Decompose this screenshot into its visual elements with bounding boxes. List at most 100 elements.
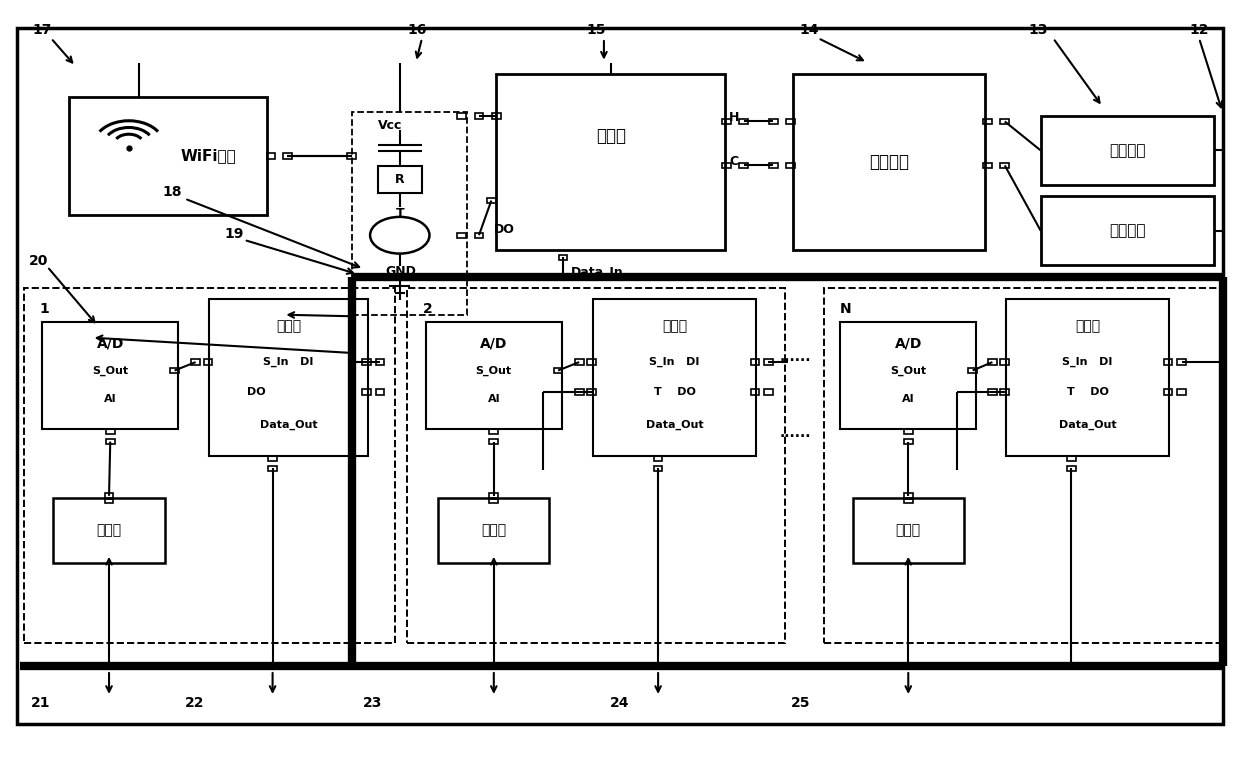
Text: 单片机: 单片机 [275, 319, 301, 333]
Bar [362, 389, 371, 394]
Text: 19: 19 [224, 228, 243, 242]
Bar [458, 114, 466, 119]
Bar [283, 153, 291, 159]
Bar [559, 274, 568, 279]
Bar [105, 439, 114, 444]
Text: S_Out: S_Out [476, 365, 512, 376]
Bar [376, 360, 384, 365]
Bar [1164, 389, 1172, 394]
Bar [492, 114, 501, 119]
Text: ......: ...... [780, 660, 811, 673]
Bar [407, 288, 785, 644]
Bar [1164, 360, 1172, 365]
Bar [750, 360, 759, 365]
Bar [490, 493, 498, 499]
Bar [203, 360, 212, 365]
Bar [487, 198, 496, 203]
Bar [722, 163, 730, 168]
Bar [1001, 163, 1009, 168]
Text: S_In   DI: S_In DI [263, 357, 314, 367]
Bar [575, 389, 584, 394]
Text: 24: 24 [610, 696, 630, 710]
Bar [769, 163, 777, 168]
Bar [739, 119, 748, 124]
Bar [490, 498, 498, 503]
Text: 传感器: 传感器 [97, 524, 122, 538]
Bar [1177, 389, 1185, 394]
Bar [764, 360, 773, 365]
Bar [554, 368, 563, 374]
Text: A/D: A/D [894, 337, 923, 351]
Bar [794, 74, 985, 250]
Text: 13: 13 [1028, 23, 1048, 37]
Text: 传感器: 传感器 [481, 524, 506, 538]
Text: 单片机: 单片机 [595, 127, 626, 144]
Text: T    DO: T DO [653, 387, 696, 397]
Text: N: N [841, 302, 852, 316]
Text: S_In   DI: S_In DI [1063, 357, 1112, 367]
Bar [904, 429, 913, 434]
Bar [575, 360, 584, 365]
Bar [475, 114, 484, 119]
Bar [268, 466, 277, 471]
Bar [904, 498, 913, 503]
Bar [904, 439, 913, 444]
Bar [105, 429, 114, 434]
Bar [377, 166, 422, 193]
Text: Vcc: Vcc [377, 120, 402, 133]
Bar [739, 163, 748, 168]
Bar [490, 439, 498, 444]
Text: DO: DO [248, 387, 267, 397]
Text: AI: AI [487, 394, 500, 404]
Bar [1066, 466, 1075, 471]
Text: 功放电路: 功放电路 [869, 153, 909, 171]
Text: S_In   DI: S_In DI [650, 357, 699, 367]
Text: 21: 21 [31, 696, 51, 710]
Text: AI: AI [901, 394, 915, 404]
Bar [1066, 663, 1075, 669]
Bar [764, 389, 773, 394]
Bar [53, 498, 165, 563]
Bar [983, 119, 992, 124]
Bar [1001, 119, 1009, 124]
Bar [983, 163, 992, 168]
Bar [458, 232, 466, 238]
Text: Data_Out: Data_Out [259, 420, 317, 430]
Bar [376, 389, 384, 394]
Text: 15: 15 [587, 23, 606, 37]
Bar [853, 498, 963, 563]
Bar [653, 466, 662, 471]
Text: T: T [396, 207, 404, 220]
Bar [841, 322, 976, 430]
Text: 16: 16 [407, 23, 427, 37]
Text: GND: GND [384, 265, 415, 278]
Text: S_Out: S_Out [890, 365, 926, 376]
Bar [1040, 196, 1214, 265]
Bar [191, 360, 200, 365]
Text: 18: 18 [162, 186, 182, 199]
Text: ......: ...... [780, 426, 811, 440]
Bar [351, 112, 466, 314]
Bar [1040, 116, 1214, 185]
Text: 加热装置: 加热装置 [1109, 143, 1146, 158]
Text: 17: 17 [32, 23, 52, 37]
Text: AI: AI [104, 394, 117, 404]
Bar [904, 493, 913, 499]
Text: 14: 14 [800, 23, 818, 37]
Bar [475, 232, 484, 238]
Text: 1: 1 [40, 302, 50, 316]
Bar [1001, 360, 1009, 365]
Text: 23: 23 [362, 696, 382, 710]
Bar [347, 153, 356, 159]
Bar [968, 368, 977, 374]
Bar [210, 299, 367, 456]
Text: A/D: A/D [97, 337, 124, 351]
Bar [653, 663, 662, 669]
Bar [1006, 299, 1169, 456]
Text: 12: 12 [1189, 23, 1209, 37]
Bar [396, 274, 404, 279]
Bar [496, 74, 725, 250]
Text: DO: DO [494, 222, 515, 235]
Bar [1066, 456, 1075, 461]
Bar [722, 119, 730, 124]
